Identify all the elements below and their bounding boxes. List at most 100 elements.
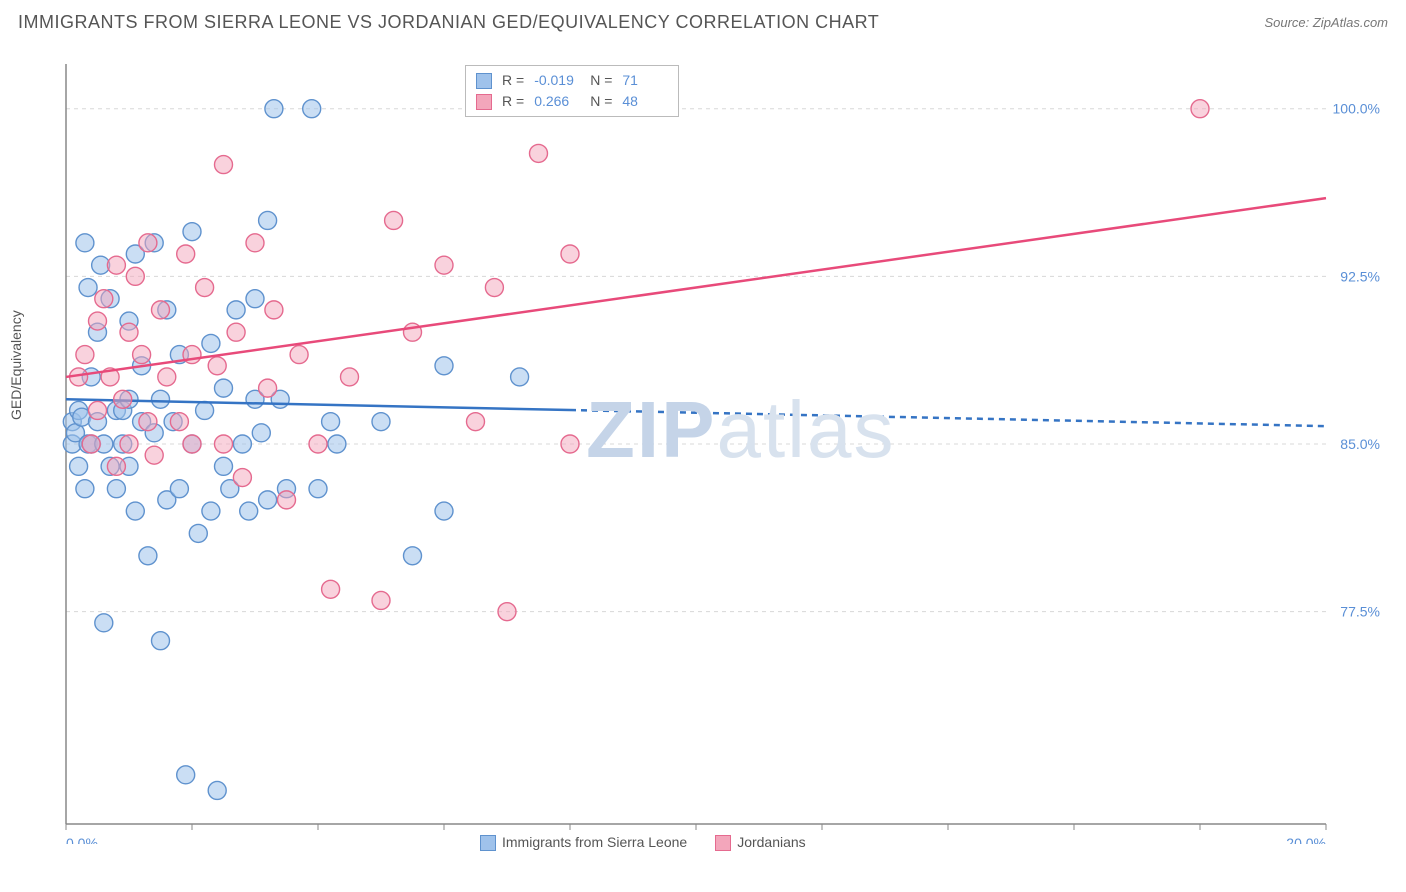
data-point-jordanians [530, 144, 548, 162]
data-point-jordanians [89, 401, 107, 419]
data-point-jordanians [133, 346, 151, 364]
data-point-sierra_leone [303, 100, 321, 118]
data-point-jordanians [107, 256, 125, 274]
regression-line-sierra_leone [66, 399, 570, 410]
data-point-jordanians [114, 390, 132, 408]
data-point-sierra_leone [196, 401, 214, 419]
legend-item: Immigrants from Sierra Leone [480, 834, 687, 851]
legend-label: Jordanians [737, 834, 806, 850]
data-point-jordanians [322, 580, 340, 598]
stats-n-label: N = [590, 91, 612, 112]
stats-swatch [476, 73, 492, 89]
data-point-jordanians [227, 323, 245, 341]
data-point-jordanians [341, 368, 359, 386]
data-point-jordanians [107, 457, 125, 475]
data-point-sierra_leone [404, 547, 422, 565]
stats-r-label: R = [502, 70, 524, 91]
data-point-jordanians [208, 357, 226, 375]
regression-line-sierra_leone-extrapolated [570, 410, 1326, 426]
data-point-jordanians [170, 413, 188, 431]
chart-title: IMMIGRANTS FROM SIERRA LEONE VS JORDANIA… [18, 12, 879, 33]
data-point-jordanians [435, 256, 453, 274]
data-point-jordanians [158, 368, 176, 386]
data-point-sierra_leone [435, 357, 453, 375]
data-point-jordanians [467, 413, 485, 431]
chart-area: 77.5%85.0%92.5%100.0%0.0%20.0% ZIPatlas [46, 54, 1386, 844]
data-point-sierra_leone [202, 334, 220, 352]
data-point-jordanians [139, 234, 157, 252]
data-point-sierra_leone [139, 547, 157, 565]
data-point-sierra_leone [252, 424, 270, 442]
data-point-jordanians [215, 156, 233, 174]
legend-label: Immigrants from Sierra Leone [502, 834, 687, 850]
data-point-sierra_leone [152, 390, 170, 408]
data-point-jordanians [561, 245, 579, 263]
data-point-sierra_leone [208, 781, 226, 799]
data-point-jordanians [372, 591, 390, 609]
data-point-sierra_leone [152, 632, 170, 650]
data-point-jordanians [233, 469, 251, 487]
chart-source: Source: ZipAtlas.com [1264, 15, 1388, 30]
data-point-jordanians [145, 446, 163, 464]
data-point-jordanians [183, 435, 201, 453]
data-point-sierra_leone [328, 435, 346, 453]
data-point-jordanians [76, 346, 94, 364]
data-point-sierra_leone [259, 491, 277, 509]
stats-n-value: 48 [622, 91, 668, 112]
data-point-sierra_leone [246, 290, 264, 308]
data-point-sierra_leone [215, 379, 233, 397]
data-point-sierra_leone [435, 502, 453, 520]
data-point-jordanians [196, 279, 214, 297]
data-point-jordanians [95, 290, 113, 308]
data-point-sierra_leone [70, 457, 88, 475]
data-point-jordanians [120, 435, 138, 453]
stats-n-label: N = [590, 70, 612, 91]
data-point-jordanians [309, 435, 327, 453]
data-point-sierra_leone [322, 413, 340, 431]
scatter-chart: 77.5% 85.0% 92.5% 100.0% 0.0% 20.0% [46, 54, 1386, 844]
x-tick-label: 20.0% [1286, 835, 1326, 844]
data-point-jordanians [139, 413, 157, 431]
data-point-sierra_leone [79, 279, 97, 297]
data-point-sierra_leone [240, 502, 258, 520]
y-axis-label: GED/Equivalency [8, 310, 24, 420]
data-point-jordanians [265, 301, 283, 319]
stats-r-label: R = [502, 91, 524, 112]
legend-swatch [480, 835, 496, 851]
data-point-jordanians [152, 301, 170, 319]
stats-r-value: -0.019 [534, 70, 580, 91]
data-point-jordanians [278, 491, 296, 509]
stats-row: R =0.266N =48 [476, 91, 668, 112]
data-point-sierra_leone [372, 413, 390, 431]
y-tick-label: 77.5% [1340, 604, 1380, 620]
data-point-jordanians [385, 211, 403, 229]
y-tick-label: 100.0% [1333, 101, 1380, 117]
legend-item: Jordanians [715, 834, 806, 851]
data-point-jordanians [246, 234, 264, 252]
legend-swatch [715, 835, 731, 851]
data-point-jordanians [259, 379, 277, 397]
data-point-jordanians [82, 435, 100, 453]
data-point-sierra_leone [233, 435, 251, 453]
y-tick-label: 85.0% [1340, 436, 1380, 452]
data-point-jordanians [126, 267, 144, 285]
data-point-jordanians [561, 435, 579, 453]
chart-header: IMMIGRANTS FROM SIERRA LEONE VS JORDANIA… [0, 0, 1406, 41]
y-tick-label: 92.5% [1340, 268, 1380, 284]
data-point-jordanians [89, 312, 107, 330]
data-point-jordanians [290, 346, 308, 364]
data-point-sierra_leone [177, 766, 195, 784]
data-point-sierra_leone [95, 614, 113, 632]
data-point-sierra_leone [259, 211, 277, 229]
stats-swatch [476, 94, 492, 110]
x-tick-label: 0.0% [66, 835, 98, 844]
stats-row: R =-0.019N =71 [476, 70, 668, 91]
data-point-jordanians [215, 435, 233, 453]
data-point-jordanians [498, 603, 516, 621]
data-point-jordanians [485, 279, 503, 297]
data-point-sierra_leone [76, 234, 94, 252]
data-point-sierra_leone [183, 223, 201, 241]
data-point-sierra_leone [227, 301, 245, 319]
data-point-sierra_leone [511, 368, 529, 386]
data-point-jordanians [120, 323, 138, 341]
